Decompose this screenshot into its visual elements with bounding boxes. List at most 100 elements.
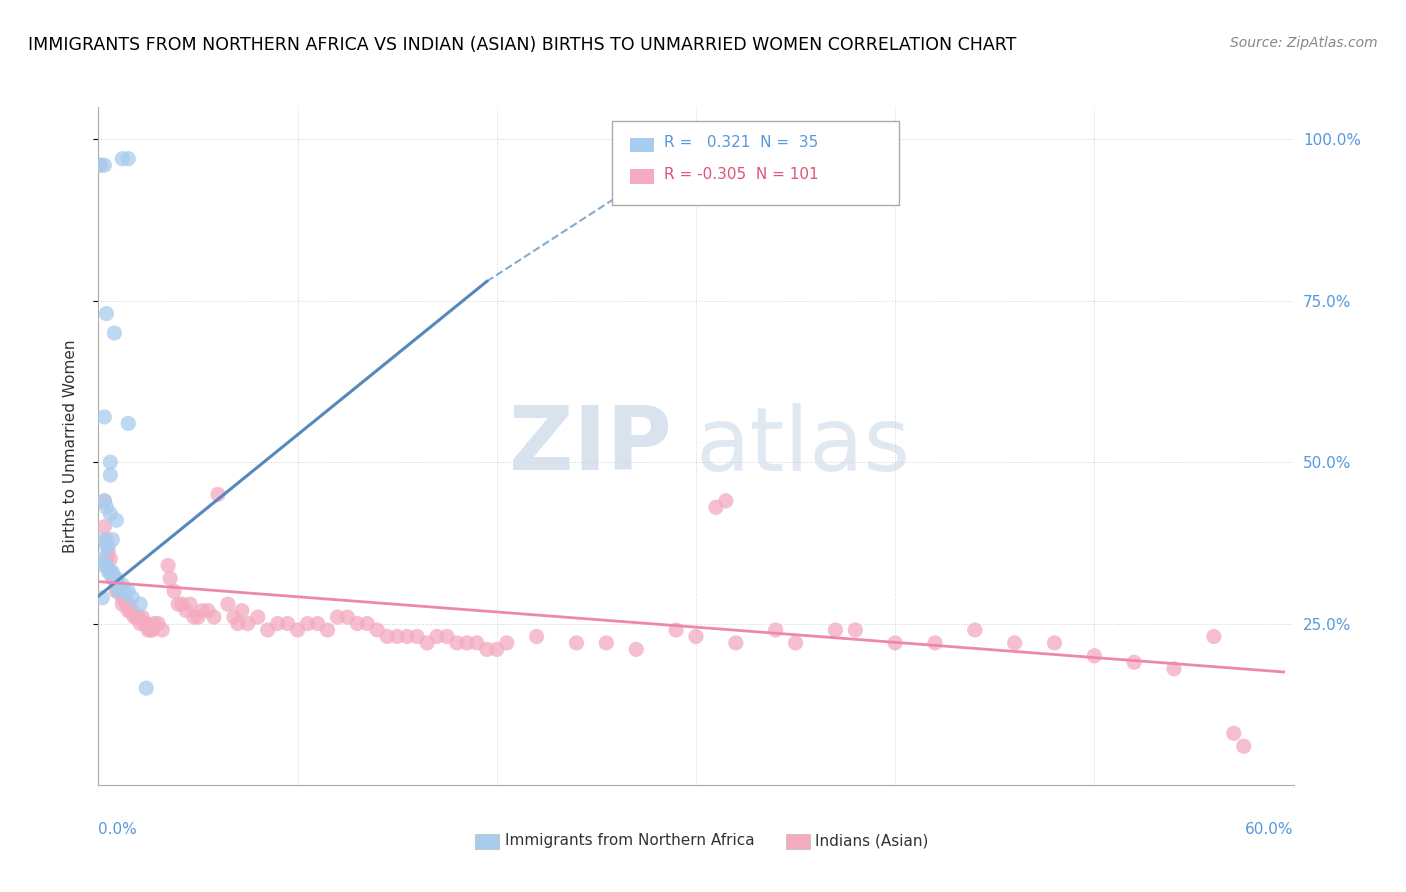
Point: [179, 597, 201, 611]
Point: [1233, 739, 1256, 754]
Point: [111, 591, 134, 605]
Point: [824, 623, 846, 637]
Point: [91, 552, 114, 566]
Point: [97, 565, 120, 579]
Point: [139, 623, 162, 637]
Point: [103, 326, 125, 340]
Point: [148, 616, 170, 631]
Point: [1004, 636, 1026, 650]
Point: [115, 597, 138, 611]
Point: [91, 591, 114, 605]
Text: 0.0%: 0.0%: [98, 822, 138, 838]
Y-axis label: Births to Unmarried Women: Births to Unmarried Women: [63, 339, 77, 553]
Point: [202, 610, 225, 624]
Point: [96, 307, 118, 321]
Point: [129, 597, 152, 611]
Text: IMMIGRANTS FROM NORTHERN AFRICA VS INDIAN (ASIAN) BIRTHS TO UNMARRIED WOMEN CORR: IMMIGRANTS FROM NORTHERN AFRICA VS INDIA…: [28, 36, 1017, 54]
Point: [93, 494, 115, 508]
Point: [127, 610, 149, 624]
Point: [93, 409, 115, 424]
Point: [785, 636, 807, 650]
Point: [207, 487, 229, 501]
Point: [226, 616, 249, 631]
Point: [105, 578, 128, 592]
Point: [714, 494, 737, 508]
Point: [107, 578, 129, 592]
Point: [141, 623, 163, 637]
Point: [117, 152, 139, 166]
Bar: [630, 137, 654, 153]
Point: [236, 616, 259, 631]
Point: [366, 623, 388, 637]
Point: [685, 630, 707, 644]
Point: [120, 604, 142, 618]
Text: R = -0.305  N = 101: R = -0.305 N = 101: [664, 167, 818, 182]
Point: [98, 455, 122, 469]
Point: [256, 623, 278, 637]
Point: [167, 597, 190, 611]
Point: [117, 584, 139, 599]
Point: [101, 533, 124, 547]
Point: [110, 584, 132, 599]
Point: [884, 636, 907, 650]
Point: [963, 623, 986, 637]
Point: [112, 584, 135, 599]
Point: [98, 468, 122, 483]
Point: [157, 558, 180, 573]
Point: [143, 616, 166, 631]
Point: [222, 610, 245, 624]
Point: [704, 500, 727, 515]
Point: [485, 642, 508, 657]
Point: [724, 636, 747, 650]
Point: [375, 630, 398, 644]
Point: [93, 519, 115, 533]
Point: [246, 610, 269, 624]
Point: [307, 616, 329, 631]
Point: [105, 584, 128, 599]
Point: [96, 558, 118, 573]
Point: [111, 578, 134, 592]
Point: [1043, 636, 1066, 650]
Point: [191, 604, 214, 618]
Point: [1083, 648, 1105, 663]
Point: [287, 623, 309, 637]
Point: [446, 636, 468, 650]
Point: [93, 558, 115, 573]
Point: [89, 158, 111, 172]
Point: [112, 591, 135, 605]
Point: [101, 565, 124, 579]
Point: [96, 533, 118, 547]
Point: [1223, 726, 1246, 740]
Point: [187, 610, 209, 624]
Point: [526, 630, 548, 644]
Point: [107, 578, 129, 592]
Point: [107, 584, 129, 599]
Point: [111, 597, 134, 611]
Point: [124, 610, 146, 624]
Point: [565, 636, 588, 650]
Point: [396, 630, 419, 644]
Point: [105, 571, 128, 585]
Point: [267, 616, 290, 631]
Bar: [786, 834, 810, 849]
Point: [135, 616, 157, 631]
Point: [107, 584, 129, 599]
Point: [121, 604, 143, 618]
Point: [97, 545, 120, 559]
Point: [129, 616, 152, 631]
Text: 60.0%: 60.0%: [1246, 822, 1294, 838]
Point: [475, 642, 498, 657]
Point: [346, 616, 368, 631]
Point: [159, 571, 181, 585]
Point: [277, 616, 299, 631]
Point: [416, 636, 439, 650]
Point: [136, 623, 159, 637]
Point: [426, 630, 449, 644]
Text: Immigrants from Northern Africa: Immigrants from Northern Africa: [505, 833, 755, 848]
Point: [765, 623, 787, 637]
Point: [111, 152, 134, 166]
Text: ZIP: ZIP: [509, 402, 672, 490]
Point: [96, 539, 118, 553]
Point: [101, 571, 124, 585]
Point: [103, 571, 125, 585]
